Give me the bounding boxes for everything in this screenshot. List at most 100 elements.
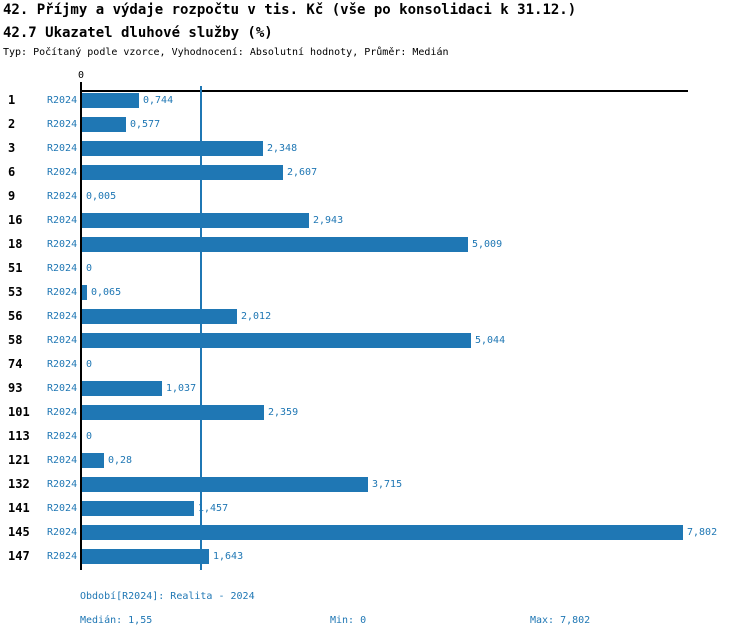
chart-row: 16 R2024 2,943 <box>0 208 750 232</box>
bar-value-label: 0,28 <box>108 454 133 466</box>
period-label: R2024 <box>47 214 78 226</box>
row-number: 9 <box>8 189 16 203</box>
bar <box>82 212 309 228</box>
period-label: R2024 <box>47 478 78 490</box>
chart-row: 51 R2024 0 <box>0 256 750 280</box>
period-label: R2024 <box>47 190 78 202</box>
row-number: 53 <box>8 285 23 299</box>
bar <box>82 452 104 468</box>
period-label: R2024 <box>47 166 78 178</box>
row-number: 74 <box>8 357 23 371</box>
period-label: R2024 <box>47 550 78 562</box>
footer-median: Medián: 1,55 <box>80 615 153 626</box>
bar <box>82 476 368 492</box>
chart-row: 147 R2024 1,643 <box>0 544 750 568</box>
period-label: R2024 <box>47 262 78 274</box>
chart-rows: 1 R2024 0,744 2 R2024 0,577 3 R2024 2,348 6 R2024 2… <box>0 88 750 568</box>
bar-value-label: 2,607 <box>287 166 318 178</box>
bar <box>82 92 139 108</box>
chart-row: 1 R2024 0,744 <box>0 88 750 112</box>
period-label: R2024 <box>47 286 78 298</box>
chart-row: 56 R2024 2,012 <box>0 304 750 328</box>
period-label: R2024 <box>47 334 78 346</box>
period-label: R2024 <box>47 526 78 538</box>
row-number: 132 <box>8 477 30 491</box>
bar-value-label: 1,457 <box>198 502 229 514</box>
bar-value-label: 2,943 <box>313 214 344 226</box>
x-axis-zero-tick <box>80 82 82 91</box>
period-label: R2024 <box>47 358 78 370</box>
median-line <box>200 86 202 570</box>
bar-value-label: 7,802 <box>687 526 718 538</box>
period-label: R2024 <box>47 94 78 106</box>
bar <box>82 404 264 420</box>
row-number: 6 <box>8 165 16 179</box>
row-number: 51 <box>8 261 23 275</box>
chart-row: 132 R2024 3,715 <box>0 472 750 496</box>
row-number: 147 <box>8 549 30 563</box>
bar <box>82 548 209 564</box>
period-label: R2024 <box>47 382 78 394</box>
bar-value-label: 5,009 <box>472 238 503 250</box>
period-label: R2024 <box>47 118 78 130</box>
row-number: 113 <box>8 429 30 443</box>
bar <box>82 332 471 348</box>
chart-row: 121 R2024 0,28 <box>0 448 750 472</box>
row-number: 56 <box>8 309 23 323</box>
row-number: 18 <box>8 237 23 251</box>
bar <box>82 524 683 540</box>
period-label: R2024 <box>47 238 78 250</box>
chart-row: 101 R2024 2,359 <box>0 400 750 424</box>
chart-row: 58 R2024 5,044 <box>0 328 750 352</box>
bar <box>82 308 237 324</box>
chart-row: 9 R2024 0,005 <box>0 184 750 208</box>
chart-row: 74 R2024 0 <box>0 352 750 376</box>
chart-row: 18 R2024 5,009 <box>0 232 750 256</box>
bar-value-label: 1,037 <box>166 382 197 394</box>
bar-value-label: 0,065 <box>91 286 122 298</box>
row-number: 2 <box>8 117 16 131</box>
bar-value-label: 0 <box>86 358 93 370</box>
bar <box>82 284 87 300</box>
period-label: R2024 <box>47 142 78 154</box>
y-axis-line <box>80 90 82 570</box>
chart-subtitle: Typ: Počítaný podle vzorce, Vyhodnocení:… <box>3 47 449 58</box>
footer-max: Max: 7,802 <box>530 615 591 626</box>
row-number: 93 <box>8 381 23 395</box>
chart-title-line2: 42.7 Ukazatel dluhové služby (%) <box>3 25 273 41</box>
bar-value-label: 0,577 <box>130 118 161 130</box>
row-number: 101 <box>8 405 30 419</box>
period-label: R2024 <box>47 406 78 418</box>
footer-period: Období[R2024]: Realita - 2024 <box>80 591 255 602</box>
chart-row: 3 R2024 2,348 <box>0 136 750 160</box>
bar-value-label: 0 <box>86 262 93 274</box>
row-number: 141 <box>8 501 30 515</box>
chart-row: 2 R2024 0,577 <box>0 112 750 136</box>
row-number: 1 <box>8 93 16 107</box>
bar <box>82 380 162 396</box>
chart-title-line1: 42. Příjmy a výdaje rozpočtu v tis. Kč (… <box>3 2 577 18</box>
row-number: 145 <box>8 525 30 539</box>
chart-row: 6 R2024 2,607 <box>0 160 750 184</box>
bar-value-label: 5,044 <box>475 334 506 346</box>
x-axis-zero-label: 0 <box>77 70 85 81</box>
x-axis-top-line <box>81 90 688 92</box>
bar-value-label: 2,012 <box>241 310 272 322</box>
period-label: R2024 <box>47 454 78 466</box>
chart-row: 53 R2024 0,065 <box>0 280 750 304</box>
period-label: R2024 <box>47 502 78 514</box>
chart-row: 145 R2024 7,802 <box>0 520 750 544</box>
bar-value-label: 3,715 <box>372 478 403 490</box>
bar-value-label: 0 <box>86 430 93 442</box>
row-number: 16 <box>8 213 23 227</box>
bar-value-label: 2,359 <box>268 406 299 418</box>
bar-value-label: 0,744 <box>143 94 174 106</box>
bar <box>82 164 283 180</box>
row-number: 121 <box>8 453 30 467</box>
footer-min: Min: 0 <box>330 615 367 626</box>
bar <box>82 140 263 156</box>
bar <box>82 500 194 516</box>
bar-value-label: 1,643 <box>213 550 244 562</box>
bar <box>82 236 468 252</box>
